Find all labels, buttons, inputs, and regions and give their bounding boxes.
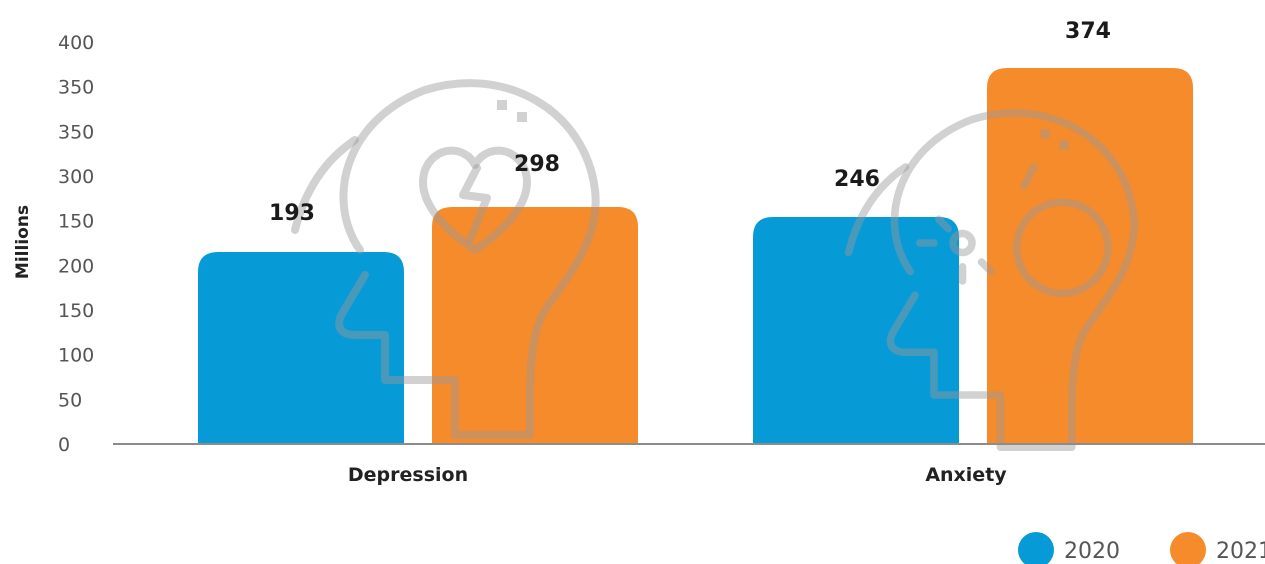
y-tick-label: 350 (58, 77, 94, 99)
y-tick-label: 150 (58, 211, 94, 233)
bar-depression-2020 (198, 252, 404, 444)
data-label: 298 (514, 152, 560, 177)
legend-swatch-2020 (1018, 532, 1054, 564)
bar-anxiety-2020 (753, 217, 959, 444)
data-label: 246 (834, 167, 880, 192)
head-watermarks (291, 79, 1138, 452)
data-labels: 193 298 246 374 (269, 19, 1111, 226)
bar-anxiety-2021 (987, 68, 1193, 444)
y-axis-label: Millions (13, 205, 33, 279)
category-label: Anxiety (925, 464, 1007, 486)
bars-group (198, 68, 1193, 444)
category-label: Depression (348, 464, 468, 486)
legend: 2020 2021 (1018, 532, 1265, 564)
data-label: 193 (269, 201, 315, 226)
y-tick-label: 350 (58, 121, 94, 143)
gear-head-icon (844, 109, 1138, 452)
y-axis-ticks: 0 50 100 150 200 150 300 350 350 400 (58, 32, 94, 456)
bar-depression-2021 (432, 207, 638, 444)
legend-label: 2020 (1064, 539, 1120, 564)
category-labels: Depression Anxiety (348, 464, 1007, 486)
y-tick-label: 100 (58, 345, 94, 367)
y-tick-label: 300 (58, 166, 94, 188)
data-label: 374 (1065, 19, 1111, 44)
broken-heart-head-icon (291, 79, 600, 439)
y-tick-label: 0 (58, 434, 70, 456)
legend-label: 2021 (1216, 539, 1265, 564)
y-tick-label: 150 (58, 300, 94, 322)
y-tick-label: 50 (58, 389, 82, 411)
legend-swatch-2021 (1170, 532, 1206, 564)
y-tick-label: 400 (58, 32, 94, 54)
y-tick-label: 200 (58, 255, 94, 277)
